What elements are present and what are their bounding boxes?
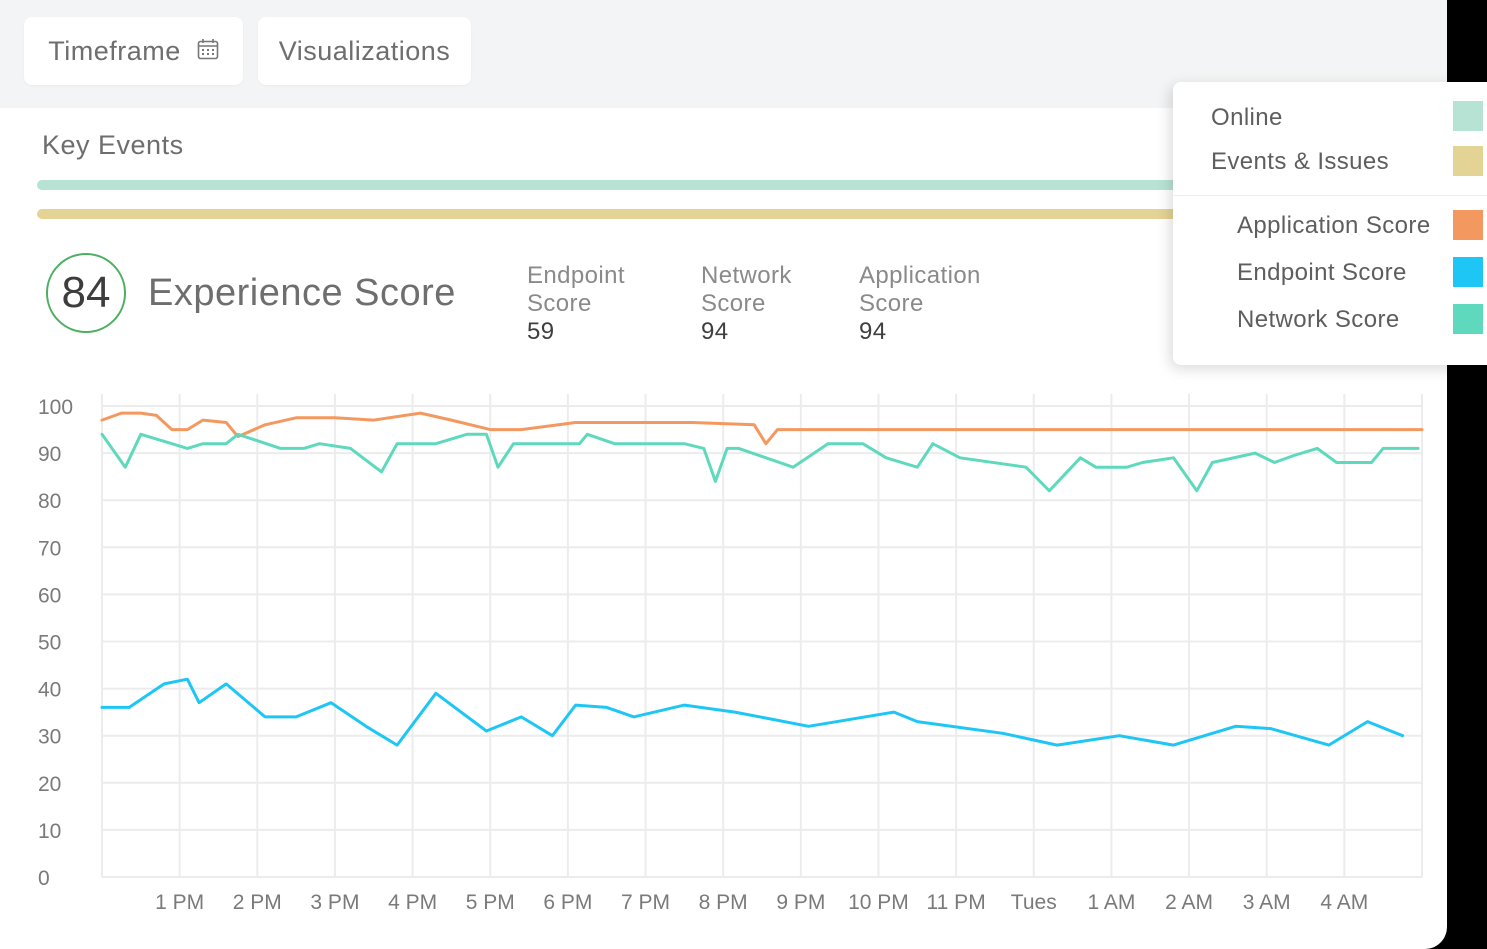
x-tick-label: 4 AM: [1320, 891, 1368, 914]
key-events-title: Key Events: [42, 130, 184, 160]
y-tick-label: 40: [38, 679, 61, 702]
legend-swatch: [1453, 304, 1483, 334]
experience-score-value: 84: [61, 268, 111, 317]
x-tick-label: 5 PM: [466, 891, 515, 914]
y-tick-label: 20: [38, 773, 61, 796]
y-tick-label: 10: [38, 820, 61, 843]
network-score-line[interactable]: [100, 432, 1420, 493]
y-tick-label: 30: [38, 726, 61, 749]
y-tick-label: 50: [38, 632, 61, 655]
x-tick-label: 1 AM: [1087, 891, 1135, 914]
application-subscore: Application Score 94: [859, 262, 981, 346]
legend-label: Endpoint Score: [1237, 259, 1407, 286]
x-tick-label: 6 PM: [543, 891, 592, 914]
experience-score-circle: 84: [46, 253, 126, 333]
chart-legend: Online Events & Issues Application Score…: [1173, 82, 1487, 365]
legend-swatch: [1453, 210, 1483, 240]
visualizations-button[interactable]: Visualizations: [258, 17, 471, 85]
x-tick-label: 11 PM: [927, 891, 986, 914]
subscore-label: Network: [701, 262, 792, 289]
y-tick-label: 60: [38, 584, 61, 607]
y-tick-label: 100: [38, 396, 73, 419]
x-tick-label: 1 PM: [155, 891, 204, 914]
timeframe-button[interactable]: Timeframe: [24, 17, 243, 85]
legend-swatch: [1453, 101, 1483, 131]
subscore-label: Endpoint: [527, 262, 625, 289]
legend-label: Events & Issues: [1211, 148, 1390, 175]
online-event-bar[interactable]: [37, 180, 1237, 190]
endpoint-subscore: Endpoint Score 59: [527, 262, 625, 346]
subscore-label: Score: [527, 290, 592, 317]
subscore-label: Score: [859, 290, 924, 317]
x-tick-label: 9 PM: [776, 891, 825, 914]
legend-endpoint-score[interactable]: Endpoint Score: [1237, 259, 1407, 287]
x-tick-label: Tues: [1011, 891, 1057, 914]
experience-score-title: Experience Score: [148, 272, 456, 314]
visualizations-label: Visualizations: [278, 35, 451, 66]
legend-swatch: [1453, 146, 1483, 176]
y-tick-label: 70: [38, 537, 61, 560]
x-tick-label: 10 PM: [848, 891, 909, 914]
x-tick-label: 2 AM: [1165, 891, 1213, 914]
legend-application-score[interactable]: Application Score: [1237, 212, 1431, 240]
calendar-icon: [197, 36, 219, 67]
subscore-label: Application: [859, 262, 981, 289]
legend-events-issues[interactable]: Events & Issues: [1211, 148, 1389, 176]
subscore-value: 94: [859, 318, 887, 345]
legend-network-score[interactable]: Network Score: [1237, 306, 1400, 334]
endpoint-score-line[interactable]: [100, 677, 1405, 747]
legend-label: Network Score: [1237, 306, 1400, 333]
y-tick-label: 0: [38, 867, 50, 890]
timeframe-label: Timeframe: [48, 35, 181, 66]
subscore-value: 59: [527, 318, 555, 345]
legend-online[interactable]: Online: [1211, 104, 1283, 132]
legend-divider: [1173, 195, 1487, 196]
x-tick-label: 3 AM: [1243, 891, 1291, 914]
subscore-value: 94: [701, 318, 729, 345]
y-tick-label: 80: [38, 490, 61, 513]
legend-label: Application Score: [1237, 212, 1431, 239]
events-issues-bar[interactable]: [37, 209, 1237, 219]
experience-line-chart: 0 10 20 30 40 50 60 70 80 90 100 1 PM 2 PM 3 PM 4 PM 5…: [38, 394, 1424, 914]
subscore-label: Score: [701, 290, 766, 317]
y-tick-label: 90: [38, 443, 61, 466]
legend-label: Online: [1211, 104, 1283, 131]
network-subscore: Network Score 94: [701, 262, 792, 346]
x-tick-label: 4 PM: [388, 891, 437, 914]
application-score-line[interactable]: [100, 411, 1424, 446]
legend-swatch: [1453, 257, 1483, 287]
x-tick-label: 8 PM: [699, 891, 748, 914]
x-tick-label: 2 PM: [233, 891, 282, 914]
x-tick-label: 3 PM: [310, 891, 359, 914]
x-tick-label: 7 PM: [621, 891, 670, 914]
